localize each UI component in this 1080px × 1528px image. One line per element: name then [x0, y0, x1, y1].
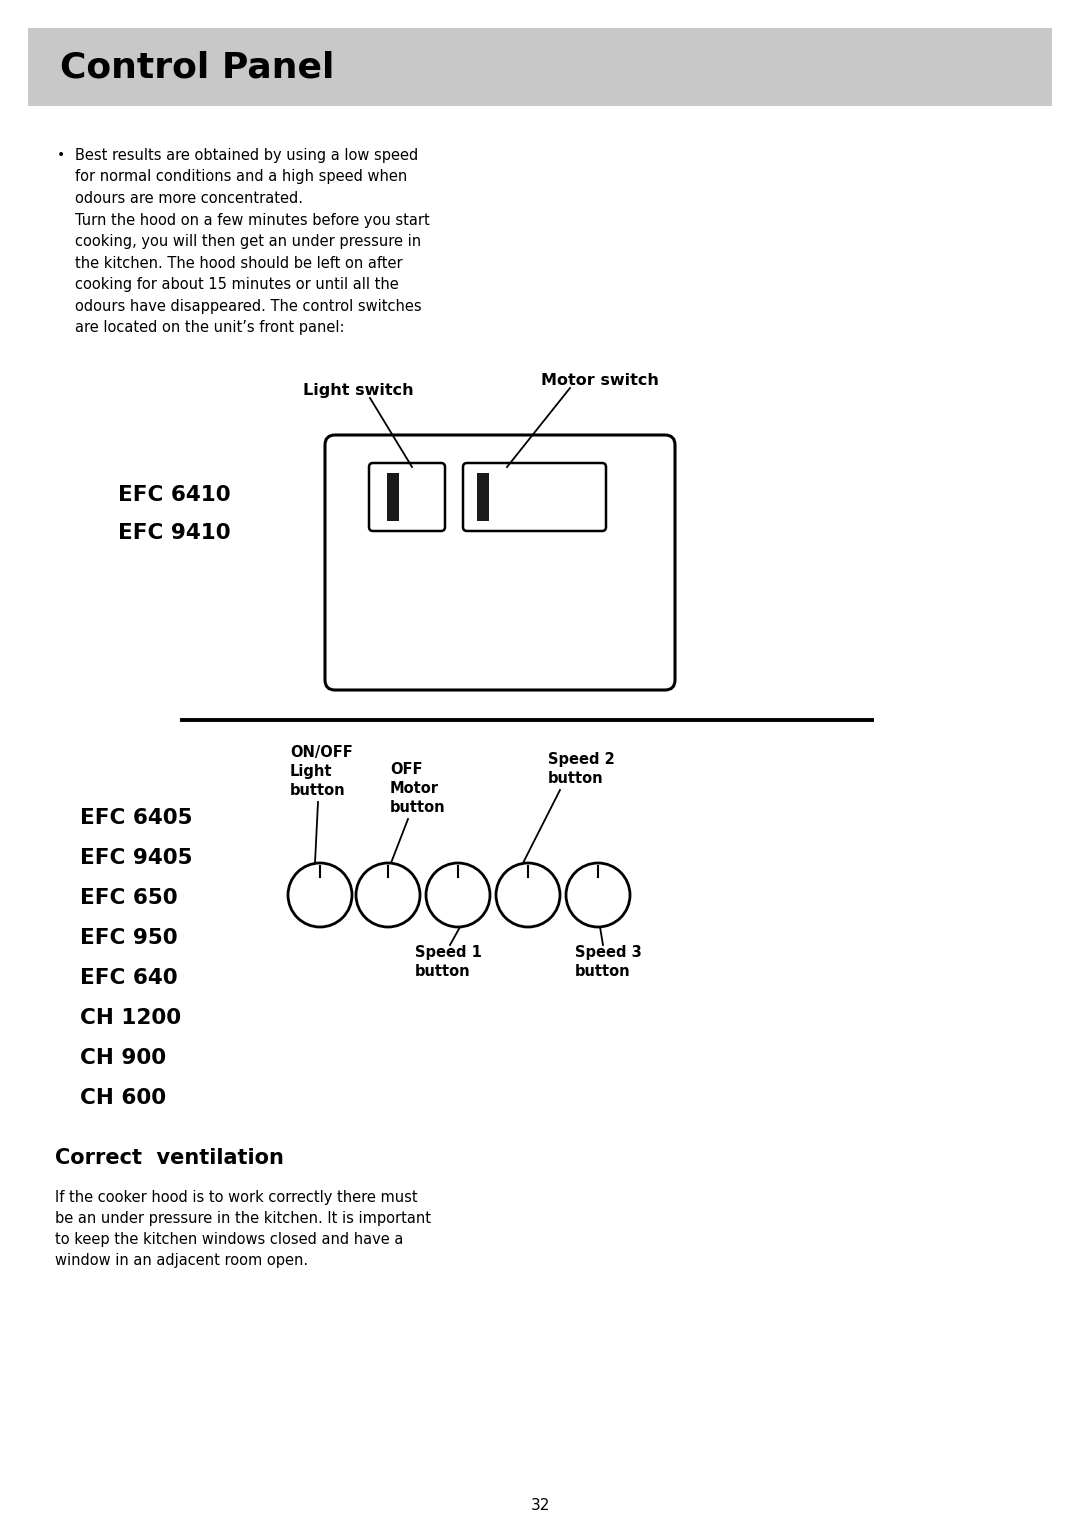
FancyBboxPatch shape: [463, 463, 606, 532]
Text: odours have disappeared. The control switches: odours have disappeared. The control swi…: [75, 298, 421, 313]
Circle shape: [426, 863, 490, 927]
Text: •: •: [57, 148, 65, 162]
Circle shape: [566, 863, 630, 927]
Text: CH 600: CH 600: [80, 1088, 166, 1108]
Circle shape: [288, 863, 352, 927]
Text: cooking, you will then get an under pressure in: cooking, you will then get an under pres…: [75, 234, 421, 249]
Text: button: button: [575, 964, 631, 979]
Text: Control Panel: Control Panel: [60, 50, 335, 84]
FancyBboxPatch shape: [325, 435, 675, 691]
Text: ON/OFF: ON/OFF: [291, 746, 353, 759]
Text: are located on the unit’s front panel:: are located on the unit’s front panel:: [75, 319, 345, 335]
Text: Turn the hood on a few minutes before you start: Turn the hood on a few minutes before yo…: [75, 212, 430, 228]
FancyBboxPatch shape: [369, 463, 445, 532]
Text: EFC 6410: EFC 6410: [118, 484, 231, 504]
Text: OFF: OFF: [390, 762, 422, 778]
Text: button: button: [390, 801, 446, 814]
Text: Light: Light: [291, 764, 333, 779]
Text: CH 1200: CH 1200: [80, 1008, 181, 1028]
Circle shape: [356, 863, 420, 927]
Text: window in an adjacent room open.: window in an adjacent room open.: [55, 1253, 308, 1268]
Bar: [477, 474, 489, 521]
Text: to keep the kitchen windows closed and have a: to keep the kitchen windows closed and h…: [55, 1232, 403, 1247]
Text: EFC 9410: EFC 9410: [118, 523, 231, 542]
Text: 32: 32: [530, 1497, 550, 1513]
Text: Motor: Motor: [390, 781, 438, 796]
Text: Speed 1: Speed 1: [415, 944, 482, 960]
Text: Speed 3: Speed 3: [575, 944, 642, 960]
Circle shape: [496, 863, 561, 927]
Text: Light switch: Light switch: [302, 384, 414, 397]
Text: Motor switch: Motor switch: [541, 373, 659, 388]
Bar: [28, 28, 1052, 105]
Text: Correct  ventilation: Correct ventilation: [55, 1148, 284, 1167]
Text: EFC 950: EFC 950: [80, 927, 177, 947]
Text: button: button: [415, 964, 471, 979]
Text: for normal conditions and a high speed when: for normal conditions and a high speed w…: [75, 170, 407, 185]
Text: odours are more concentrated.: odours are more concentrated.: [75, 191, 303, 206]
Text: button: button: [291, 782, 346, 798]
Text: EFC 9405: EFC 9405: [80, 848, 192, 868]
Text: Best results are obtained by using a low speed: Best results are obtained by using a low…: [75, 148, 418, 163]
Text: be an under pressure in the kitchen. It is important: be an under pressure in the kitchen. It …: [55, 1212, 431, 1225]
Text: If the cooker hood is to work correctly there must: If the cooker hood is to work correctly …: [55, 1190, 418, 1206]
Text: CH 900: CH 900: [80, 1048, 166, 1068]
Bar: [387, 474, 399, 521]
Text: the kitchen. The hood should be left on after: the kitchen. The hood should be left on …: [75, 255, 403, 270]
Text: EFC 6405: EFC 6405: [80, 808, 192, 828]
Text: EFC 640: EFC 640: [80, 969, 177, 989]
Text: Speed 2: Speed 2: [548, 752, 615, 767]
Text: cooking for about 15 minutes or until all the: cooking for about 15 minutes or until al…: [75, 277, 399, 292]
Text: EFC 650: EFC 650: [80, 888, 177, 908]
Text: button: button: [548, 772, 604, 785]
